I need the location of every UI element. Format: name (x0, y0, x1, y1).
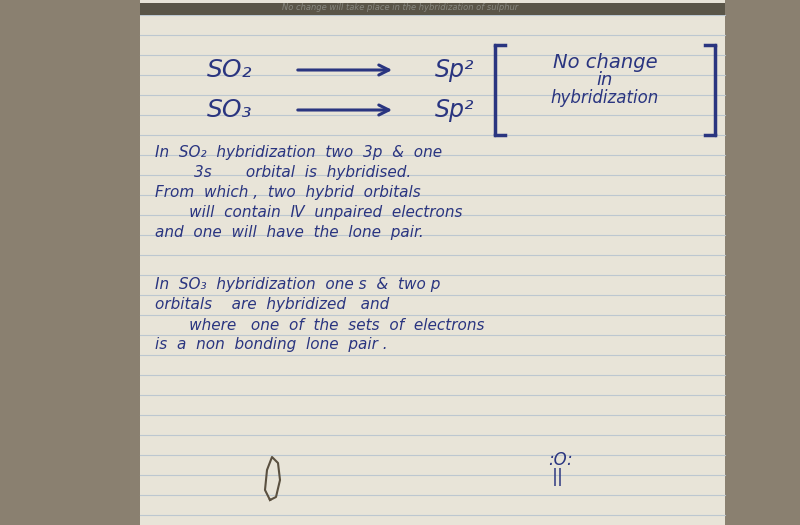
Bar (140, 0, 725, 525)
Text: in: in (597, 71, 613, 89)
Text: No change: No change (553, 53, 658, 72)
Bar (140, 0, 725, 507)
Text: hybridization: hybridization (551, 89, 659, 107)
Text: and  one  will  have  the  lone  pair.: and one will have the lone pair. (155, 226, 424, 240)
Text: will  contain  Ⅳ  unpaired  electrons: will contain Ⅳ unpaired electrons (155, 205, 462, 220)
Text: SO₃: SO₃ (207, 98, 253, 122)
Text: SO₂: SO₂ (207, 58, 253, 82)
Text: No change will take place in the hybridization of sulphur: No change will take place in the hybridi… (282, 3, 518, 12)
Text: :O:: :O: (548, 451, 572, 469)
Bar (140, 3, 725, 15)
Text: orbitals    are  hybridized   and: orbitals are hybridized and (155, 298, 390, 312)
Text: 3s       orbital  is  hybridised.: 3s orbital is hybridised. (155, 165, 411, 181)
Text: In  SO₃  hybridization  one s  &  two p: In SO₃ hybridization one s & two p (155, 278, 440, 292)
Text: where   one  of  the  sets  of  electrons: where one of the sets of electrons (155, 318, 485, 332)
Text: From  which ,  two  hybrid  orbitals: From which , two hybrid orbitals (155, 185, 421, 201)
Text: is  a  non  bonding  lone  pair .: is a non bonding lone pair . (155, 338, 388, 352)
Text: Sp²: Sp² (435, 98, 474, 122)
Text: ||: || (552, 468, 564, 486)
Text: Sp²: Sp² (435, 58, 474, 82)
Text: In  SO₂  hybridization  two  3p  &  one: In SO₂ hybridization two 3p & one (155, 145, 442, 161)
